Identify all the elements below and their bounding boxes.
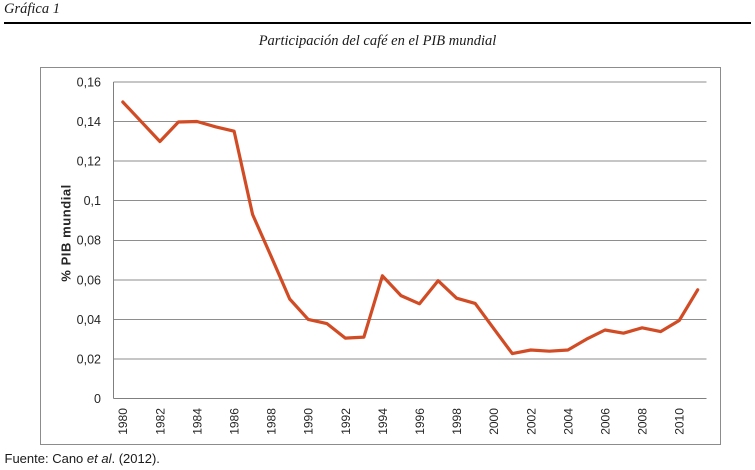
svg-text:0,06: 0,06 (77, 273, 101, 287)
svg-text:0,02: 0,02 (77, 352, 101, 366)
svg-text:1990: 1990 (302, 408, 316, 435)
svg-text:1998: 1998 (450, 408, 464, 435)
svg-text:1996: 1996 (413, 408, 427, 435)
svg-text:2006: 2006 (599, 408, 613, 435)
svg-text:0,14: 0,14 (77, 115, 101, 129)
svg-text:2010: 2010 (673, 408, 687, 435)
svg-text:1994: 1994 (376, 408, 390, 435)
svg-text:1982: 1982 (153, 408, 167, 435)
svg-text:2002: 2002 (524, 408, 538, 435)
svg-text:0,12: 0,12 (77, 155, 101, 169)
svg-text:1980: 1980 (116, 408, 130, 435)
svg-text:1988: 1988 (265, 408, 279, 435)
svg-text:0,08: 0,08 (77, 234, 101, 248)
svg-text:1986: 1986 (228, 408, 242, 435)
svg-text:2008: 2008 (636, 408, 650, 435)
svg-text:1992: 1992 (339, 408, 353, 435)
svg-text:1984: 1984 (190, 408, 204, 435)
svg-text:% PIB mundial: % PIB mundial (59, 185, 74, 282)
svg-text:0: 0 (94, 392, 101, 406)
svg-text:2004: 2004 (561, 408, 575, 435)
svg-text:0,16: 0,16 (77, 75, 101, 89)
svg-text:0,04: 0,04 (77, 313, 101, 327)
svg-text:2000: 2000 (487, 408, 501, 435)
svg-text:0,1: 0,1 (84, 194, 101, 208)
